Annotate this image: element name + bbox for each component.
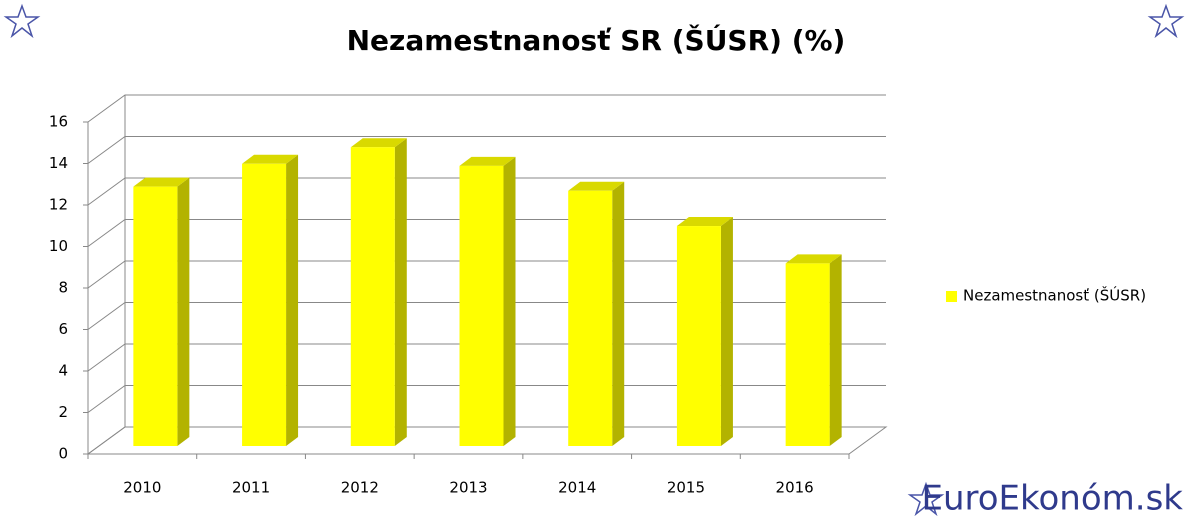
y-tick-label: 12	[49, 196, 68, 214]
grid-line	[87, 385, 886, 413]
bar-side	[394, 138, 407, 446]
bar-side	[503, 156, 516, 446]
bar-side	[720, 217, 733, 446]
y-tick-label: 6	[58, 320, 68, 338]
bar-top	[676, 217, 733, 227]
grid-line	[87, 426, 886, 455]
bar-side	[829, 254, 842, 446]
y-tick-label: 2	[58, 403, 68, 421]
x-tick-label: 2010	[123, 479, 161, 497]
grid-line	[87, 219, 886, 247]
grid-line	[87, 343, 886, 372]
bar-side	[612, 181, 625, 446]
bar	[350, 147, 395, 446]
x-tick-label: 2013	[449, 479, 487, 497]
bar-side	[286, 154, 299, 447]
x-tick-label: 2016	[776, 479, 814, 497]
y-tick-label: 8	[58, 279, 68, 297]
bar-top	[459, 156, 516, 166]
bar-top	[350, 138, 407, 148]
x-tick-label: 2011	[232, 479, 270, 497]
grid-line	[87, 302, 886, 330]
bar	[459, 165, 504, 446]
x-tick-label: 2014	[558, 479, 596, 497]
grid-line	[87, 260, 886, 289]
legend-swatch	[946, 291, 957, 302]
bar	[568, 190, 613, 446]
bar	[133, 186, 178, 446]
watermark: EuroEkonóm.sk	[921, 479, 1183, 519]
bar	[676, 226, 721, 446]
x-tick-label: 2012	[341, 479, 379, 497]
decor-stars	[3, 3, 1185, 517]
chart-title: Nezamestnanosť SR (ŠÚSR) (%)	[347, 23, 846, 57]
grid-line	[87, 136, 886, 164]
bar-top	[133, 177, 190, 187]
bar	[785, 263, 830, 446]
grid-line	[87, 94, 886, 123]
bar-top	[785, 254, 842, 264]
bar-side	[177, 177, 190, 446]
legend-label: Nezamestnanosť (ŠÚSR)	[963, 286, 1146, 305]
x-tick-label: 2015	[667, 479, 705, 497]
bar-top	[242, 154, 299, 164]
grid-line	[87, 177, 886, 206]
y-tick-label: 10	[49, 237, 68, 255]
bar-top	[568, 181, 625, 191]
y-tick-label: 16	[49, 113, 68, 131]
y-tick-label: 4	[58, 362, 68, 380]
y-tick-label: 14	[49, 154, 68, 172]
bar	[242, 163, 287, 447]
y-tick-label: 0	[58, 445, 68, 463]
